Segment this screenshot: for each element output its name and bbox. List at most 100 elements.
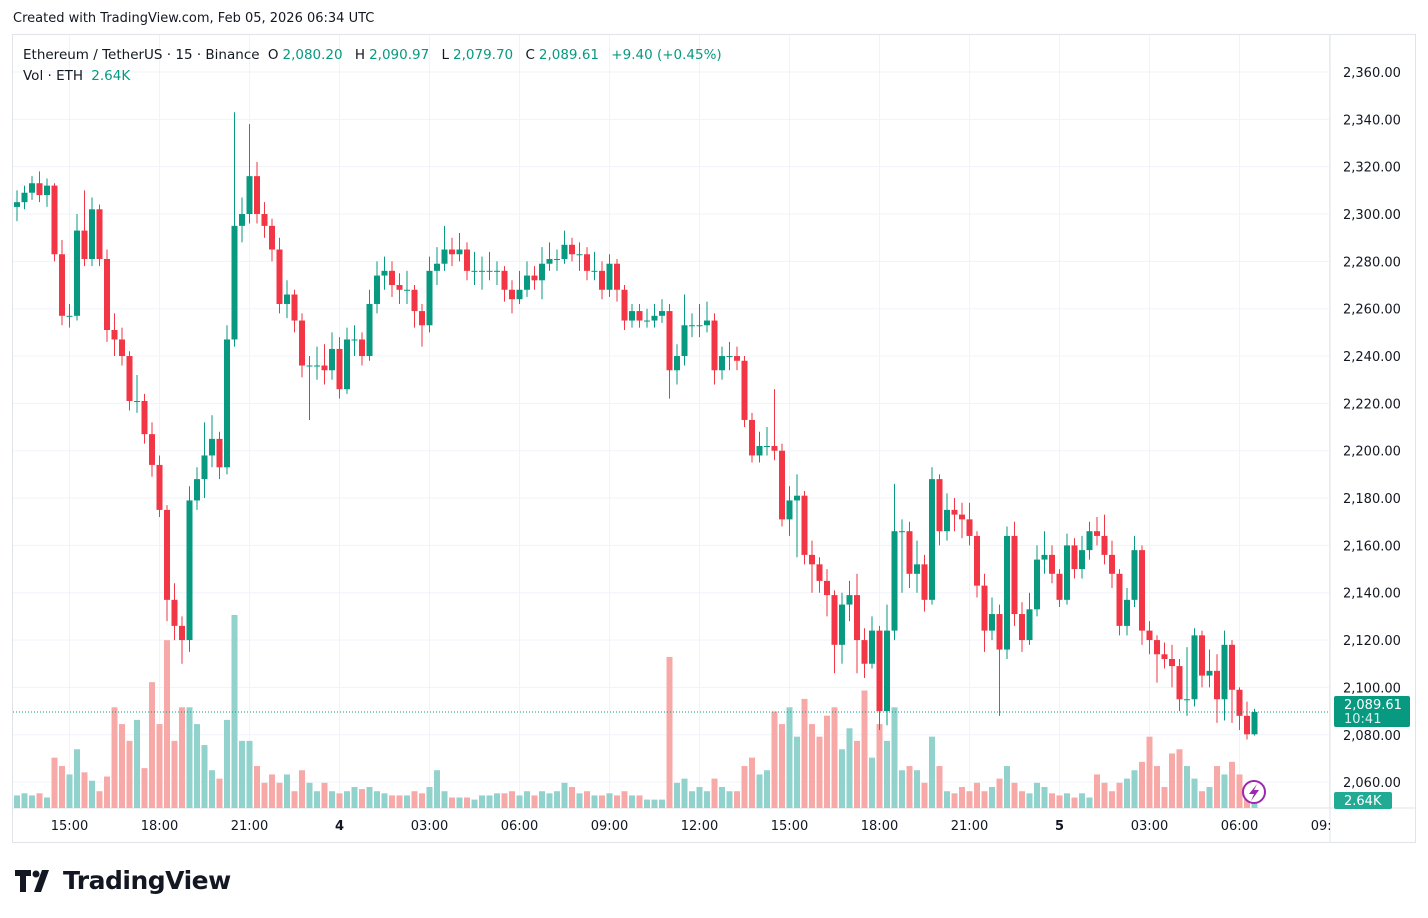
volume-bar (831, 707, 838, 808)
price-tick-label: 2,240.00 (1343, 350, 1401, 365)
volume-bar (479, 795, 485, 808)
candle-body (899, 531, 905, 533)
volume-bar (314, 791, 320, 808)
candle-body (1146, 630, 1153, 641)
watermark-text: Created with TradingView.com, Feb 05, 20… (13, 11, 375, 26)
volume-bar (464, 797, 470, 808)
volume-bar (126, 740, 133, 808)
volume-bar (771, 711, 778, 808)
chart-legend: Ethereum / TetherUS · 15 · Binance O 2,08… (23, 45, 726, 87)
volume-bar (801, 698, 808, 808)
volume-bar (1049, 793, 1055, 808)
tradingview-logo[interactable]: TradingView (15, 866, 231, 895)
candle-body (591, 270, 598, 272)
high-value: 2,090.97 (369, 47, 430, 63)
candle-body (239, 214, 245, 226)
volume-bar (509, 791, 515, 808)
candle-body (614, 263, 620, 290)
time-tick-label: 5 (1055, 819, 1064, 834)
time-tick-label: 06:00 (501, 819, 538, 834)
volume-bar (741, 766, 748, 808)
open-value: 2,080.20 (282, 47, 343, 63)
candle-body (1184, 699, 1190, 701)
candle-body (944, 509, 950, 532)
volume-bar (1079, 793, 1085, 808)
volume-bar (1109, 791, 1115, 808)
symbol-title[interactable]: Ethereum / TetherUS · 15 · Binance (23, 47, 260, 63)
close-value: 2,089.61 (538, 47, 599, 63)
candle-body (389, 270, 395, 286)
candle-body (149, 434, 155, 465)
volume-bar (486, 795, 493, 808)
volume-bar (644, 799, 650, 808)
volume-bar (276, 782, 283, 808)
volume-bar (584, 791, 590, 808)
countdown-text: 10:41 (1344, 712, 1381, 727)
candle-body (1011, 535, 1018, 615)
volume-bar (779, 724, 785, 808)
candle-body (929, 479, 935, 600)
close-label: C (525, 47, 535, 63)
candle-body (171, 599, 178, 626)
volume-bar (306, 782, 313, 808)
volume-bar (906, 766, 913, 808)
candle-body (621, 289, 628, 321)
logo-text: TradingView (63, 866, 231, 895)
volume-badge-text: 2.64K (1344, 794, 1382, 809)
candle-body (141, 401, 148, 435)
volume-bar (224, 719, 230, 808)
price-tick-label: 2,080.00 (1343, 729, 1401, 744)
volume-bar (1011, 782, 1018, 808)
lightning-icon[interactable] (1242, 780, 1266, 804)
candle-body (1019, 614, 1025, 641)
volume-bar (944, 791, 950, 808)
candle-body (329, 348, 335, 371)
time-tick-label: 21:00 (951, 819, 988, 834)
candle-body (1206, 670, 1213, 676)
candle-body (51, 185, 58, 255)
volume-bar (824, 715, 830, 808)
candle-body (186, 500, 193, 641)
volume-bar (381, 793, 388, 808)
candle-body (764, 445, 770, 447)
volume-bar (96, 791, 103, 808)
candle-body (426, 270, 433, 326)
volume-row: Vol · ETH 2.64K (23, 66, 726, 87)
volume-bar (104, 776, 110, 808)
candle-body (441, 249, 448, 264)
candle-body (531, 275, 538, 281)
volume-bar (1214, 766, 1220, 808)
candle-body (741, 360, 748, 420)
candle-body (674, 356, 680, 371)
volume-bar (1139, 761, 1145, 808)
candle-body (59, 254, 65, 316)
time-tick-label: 12:00 (681, 819, 718, 834)
volume-bar (419, 793, 425, 808)
volume-bar (396, 795, 403, 808)
volume-bar (794, 736, 800, 808)
volume-bar (21, 793, 28, 808)
time-tick-label: 15:00 (771, 819, 808, 834)
volume-bar (959, 787, 965, 808)
volume-bar (336, 793, 343, 808)
candle-body (1251, 712, 1258, 735)
candle-body (606, 263, 613, 290)
volume-bar (389, 795, 395, 808)
time-tick-label: 15:00 (51, 819, 88, 834)
volume-bar (816, 736, 823, 808)
candle-body (651, 315, 658, 321)
volume-bar (374, 791, 380, 808)
candle-body (21, 192, 28, 203)
candle-body (524, 275, 530, 290)
volume-bar (201, 745, 208, 808)
volume-bar (1041, 787, 1048, 808)
volume-bar (1146, 736, 1153, 808)
volume-bar (194, 724, 200, 808)
volume-bar (524, 791, 530, 808)
volume-bar (1116, 782, 1123, 808)
candle-body (1139, 550, 1145, 631)
candle-body (104, 258, 110, 331)
candle-body (1101, 535, 1108, 555)
volume-title[interactable]: Vol · ETH (23, 68, 83, 84)
